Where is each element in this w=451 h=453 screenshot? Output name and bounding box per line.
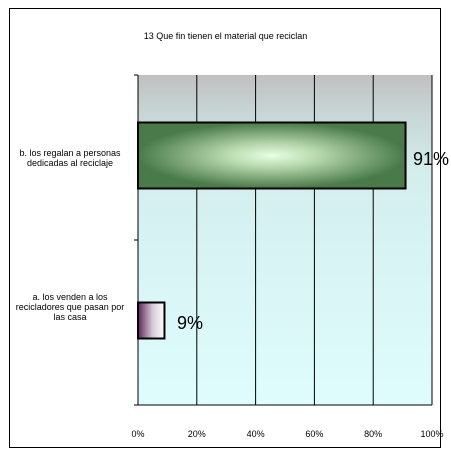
data-label-b: 91% xyxy=(413,149,450,169)
chart-title: 13 Que fin tienen el material que recicl… xyxy=(143,31,308,41)
category-label-a: a. los venden a los recicladores que pas… xyxy=(15,292,125,322)
category-label-b: b. los regalan a personas dedicadas al r… xyxy=(19,148,121,168)
x-tick-label: 20% xyxy=(187,429,206,439)
x-tick-label: 40% xyxy=(246,429,265,439)
x-tick-label: 60% xyxy=(305,429,324,439)
x-tick-label: 0% xyxy=(131,429,145,439)
x-tick-label: 80% xyxy=(364,429,383,439)
bar-a xyxy=(137,301,166,340)
data-label-a: 9% xyxy=(177,313,204,333)
bar-b xyxy=(137,121,407,190)
x-tick-label: 100% xyxy=(420,429,444,439)
